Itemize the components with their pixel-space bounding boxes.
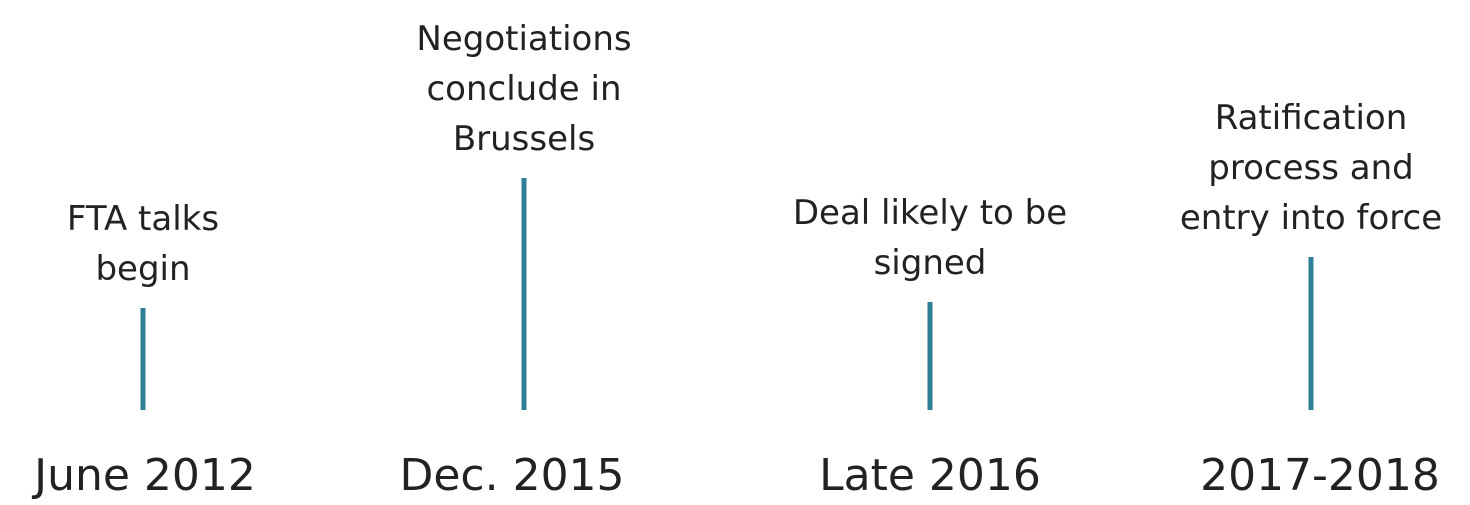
event-date: June 2012 [31, 450, 256, 501]
event-label: process and [1208, 148, 1413, 188]
event-label: Brussels [453, 119, 595, 159]
event-date: Dec. 2015 [399, 450, 624, 501]
event-label: signed [874, 243, 987, 283]
event-label: Negotiations [416, 19, 631, 59]
event-label: conclude in [426, 69, 621, 109]
event-label: Deal likely to be [793, 193, 1067, 233]
event-label: entry into force [1180, 198, 1442, 238]
event-date: Late 2016 [819, 450, 1041, 501]
event-label: FTA talks [67, 199, 219, 239]
event-date: 2017-2018 [1200, 450, 1440, 501]
event-label: begin [95, 249, 190, 289]
event-label: Ratification [1215, 98, 1408, 138]
